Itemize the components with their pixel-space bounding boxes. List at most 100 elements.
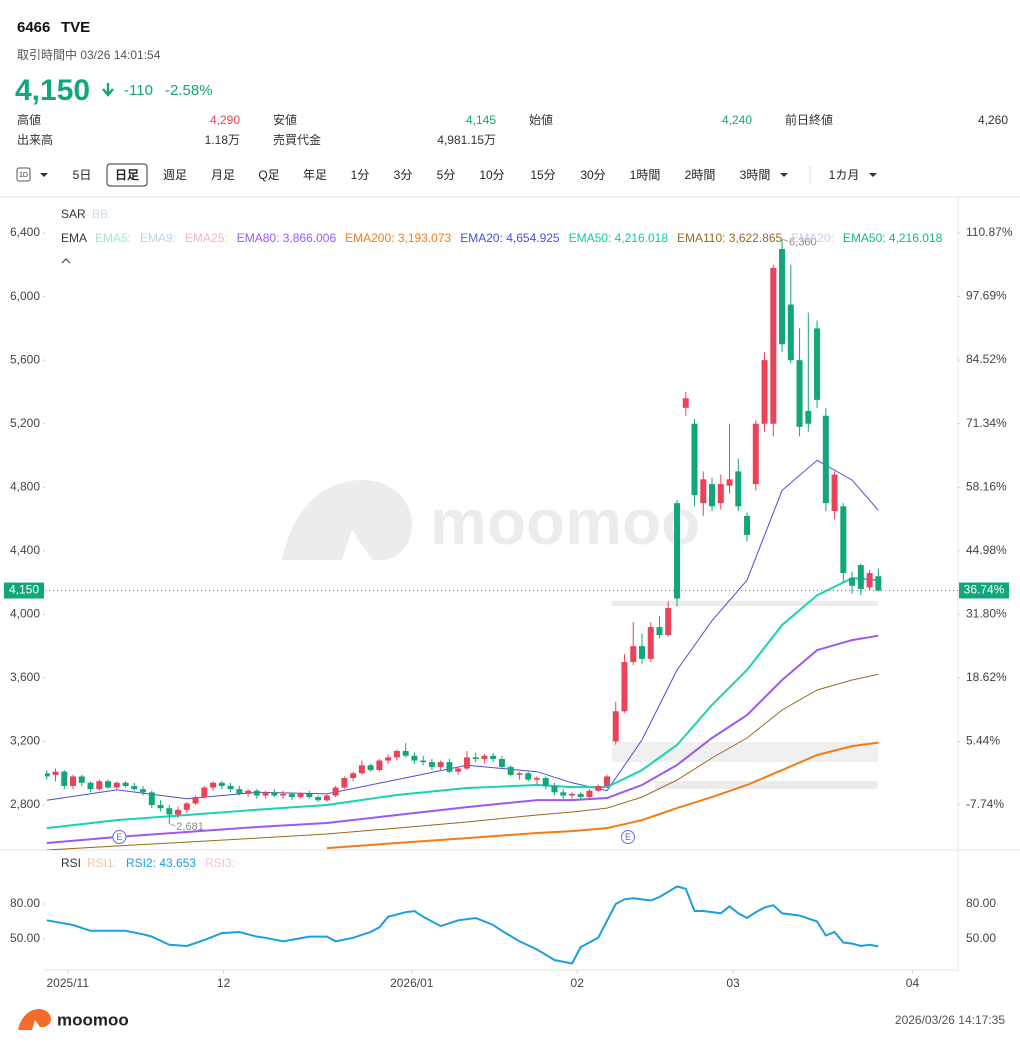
candle-body: [341, 778, 348, 788]
candle-body: [87, 782, 94, 790]
candle-body: [577, 793, 584, 798]
tab[interactable]: Q足: [258, 168, 279, 182]
legend-entry[interactable]: EMA200: 3,193.073: [345, 231, 451, 245]
candle-body: [744, 515, 751, 535]
zone: [612, 601, 878, 606]
toolbar: 1D 5日 日足 週足 月足 Q足 年足 1分 3分 5分 10分 15分 30分 1時間 2時間 3時間 1…: [16, 163, 877, 187]
stat-label: 売買代金: [273, 132, 321, 147]
tab[interactable]: 3時間: [740, 168, 771, 182]
legend-entry[interactable]: EMA80: 3,866.006: [237, 231, 337, 245]
tab[interactable]: 5分: [437, 168, 456, 182]
tab[interactable]: 日足: [115, 168, 139, 182]
candle-body: [306, 793, 313, 798]
legend-entry[interactable]: EMA9:: [140, 231, 176, 245]
candle-body: [367, 765, 374, 771]
candle-body: [358, 765, 365, 774]
candle-body: [525, 773, 532, 780]
event-marker[interactable]: [620, 830, 635, 844]
overlay-label: BB:: [92, 207, 111, 221]
candle-body: [210, 782, 217, 788]
candle-body: [350, 773, 357, 779]
candle-body: [45, 773, 50, 777]
y-tick-label: 6,000: [10, 289, 40, 303]
candle-body: [61, 771, 68, 786]
candle-body: [192, 797, 199, 804]
x-tick-label: 02: [571, 976, 585, 990]
tab[interactable]: 3分: [394, 168, 413, 182]
candle-body: [840, 506, 847, 574]
legend-entry[interactable]: EMA50: 4,216.018: [843, 231, 943, 245]
legend-entry[interactable]: EMA50: 4,216.018: [569, 231, 669, 245]
y-tick-label: 6,400: [10, 225, 40, 239]
tab[interactable]: 5日: [73, 168, 92, 182]
dropdown-caret[interactable]: [869, 173, 877, 177]
dropdown-caret[interactable]: [780, 173, 788, 177]
candle-body: [612, 711, 619, 742]
tab-selected[interactable]: [106, 163, 148, 187]
candle-body: [805, 410, 812, 424]
stat-value: 4,290: [210, 113, 240, 127]
tab[interactable]: 2時間: [685, 168, 716, 182]
event-marker[interactable]: [112, 830, 127, 844]
stat-label: 安値: [273, 112, 297, 127]
event-marker-label[interactable]: E: [625, 832, 631, 842]
candle-body: [831, 474, 838, 512]
y-tick-label: 4,400: [10, 543, 40, 557]
candle-body: [315, 797, 322, 801]
candle-body: [595, 785, 602, 791]
tab[interactable]: 30分: [580, 168, 605, 182]
footer-brand: moomoo: [57, 1010, 129, 1029]
tab[interactable]: 週足: [163, 168, 187, 182]
legend-entry[interactable]: EMA20:: [791, 231, 834, 245]
interval-icon[interactable]: 1D: [19, 172, 28, 179]
legend-entry[interactable]: EMA110: 3,622.865: [677, 231, 783, 245]
candle-body: [866, 573, 873, 588]
stats: 高値 4,290 安値 4,145 始値 4,240 前日終値 4,260 出来高 1.18万 売買…: [17, 112, 1008, 147]
tab[interactable]: 1時間: [630, 168, 661, 182]
candle-body: [420, 760, 427, 763]
stat-label: 出来高: [17, 132, 53, 147]
candle-body: [761, 360, 768, 424]
legend-entry[interactable]: EMA5:: [95, 231, 131, 245]
tab[interactable]: 年足: [303, 168, 327, 182]
event-marker-label[interactable]: E: [116, 832, 122, 842]
legend-entry[interactable]: EMA25:: [185, 231, 228, 245]
y-tick-label: 3,200: [10, 734, 40, 748]
legend-entry[interactable]: EMA20: 4,654.925: [460, 231, 560, 245]
candle-body: [638, 646, 645, 659]
candle-body: [245, 790, 252, 794]
candle-body: [674, 503, 681, 599]
candle-body: [770, 268, 777, 424]
rsi-tick-label: 80.00: [10, 896, 40, 910]
y-tick-label: 3,600: [10, 670, 40, 684]
y2-tick-label: 31.80%: [966, 606, 1007, 620]
y2-tick-label: 5.44%: [966, 734, 1000, 748]
legend-entry[interactable]: RSI1:: [87, 856, 117, 870]
tab[interactable]: 15分: [530, 168, 555, 182]
tab[interactable]: 10分: [479, 168, 504, 182]
candle-body: [288, 793, 295, 798]
overlay-label: SAR: [61, 207, 86, 221]
y2-tick-label: 71.34%: [966, 416, 1007, 430]
logo-icon: [18, 1009, 51, 1030]
ema-line: [326, 741, 879, 850]
tab[interactable]: 月足: [211, 168, 235, 182]
tab[interactable]: 1カ月: [829, 168, 860, 182]
candle-body: [717, 484, 724, 504]
candle-body: [586, 790, 593, 798]
y-tick-label: 4,000: [10, 607, 40, 621]
candle-body: [875, 576, 882, 591]
candle-body: [849, 577, 856, 586]
candle-body: [262, 792, 269, 796]
x-tick-label: 2026/01: [390, 976, 434, 990]
interval-icon-frame[interactable]: [16, 167, 31, 182]
collapse-icon[interactable]: [61, 258, 71, 264]
dropdown-caret[interactable]: [40, 173, 48, 177]
stat-value: 4,981.15万: [437, 133, 496, 147]
candle-body: [560, 792, 567, 796]
candle-body: [472, 757, 479, 759]
legend-entry[interactable]: RSI3:: [205, 856, 235, 870]
legend-entry[interactable]: RSI2: 43.653: [126, 856, 196, 870]
tab[interactable]: 1分: [351, 168, 370, 182]
